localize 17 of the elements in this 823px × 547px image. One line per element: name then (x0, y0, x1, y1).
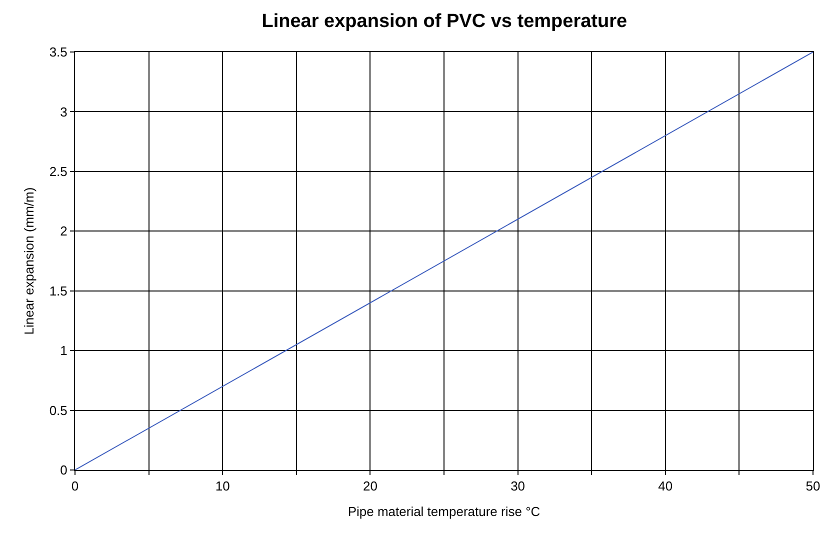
y-tick-label: 2.5 (49, 164, 68, 179)
x-tick-label: 40 (658, 478, 673, 494)
y-tick-label: 0 (60, 462, 68, 478)
y-tick-label: 3 (60, 104, 68, 120)
y-tick-label: 2 (60, 224, 68, 239)
x-tick-label: 50 (806, 478, 820, 494)
y-tick-label: 0.5 (49, 402, 68, 418)
chart-title: Linear expansion of PVC vs temperature (262, 10, 628, 32)
x-tick-label: 30 (510, 478, 526, 494)
y-tick-label: 1.5 (49, 283, 68, 298)
x-tick-label: 10 (215, 478, 230, 494)
x-tick-label: 0 (71, 478, 79, 494)
x-tick-label: 20 (362, 478, 378, 494)
y-axis-title: Linear expansion (mm/m) (21, 187, 36, 335)
y-tick-label: 3.5 (49, 44, 68, 60)
x-axis-title: Pipe material temperature rise °C (348, 504, 540, 520)
y-tick-label: 1 (60, 343, 68, 358)
